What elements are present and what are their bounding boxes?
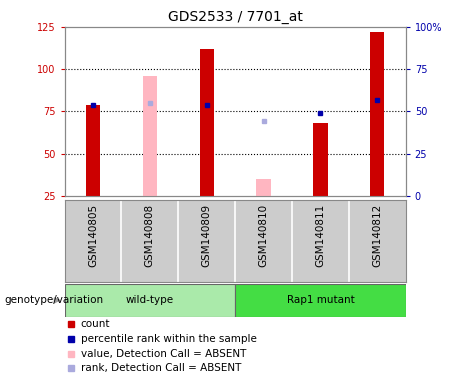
Text: rank, Detection Call = ABSENT: rank, Detection Call = ABSENT (81, 363, 241, 373)
Bar (313, 123, 327, 196)
Bar (200, 49, 214, 196)
Bar (86, 104, 100, 196)
Text: GSM140808: GSM140808 (145, 204, 155, 267)
Text: GSM140805: GSM140805 (88, 204, 98, 267)
Bar (143, 76, 157, 196)
Text: value, Detection Call = ABSENT: value, Detection Call = ABSENT (81, 349, 246, 359)
Bar (370, 32, 384, 196)
Text: GSM140812: GSM140812 (372, 204, 382, 267)
Text: percentile rank within the sample: percentile rank within the sample (81, 334, 257, 344)
Text: Rap1 mutant: Rap1 mutant (287, 295, 354, 306)
Text: GSM140810: GSM140810 (259, 204, 269, 267)
Bar (65, 284, 235, 317)
Text: wild-type: wild-type (126, 295, 174, 306)
Title: GDS2533 / 7701_at: GDS2533 / 7701_at (168, 10, 302, 25)
Text: GSM140811: GSM140811 (315, 204, 325, 267)
Bar (235, 284, 406, 317)
Text: GSM140809: GSM140809 (201, 204, 212, 267)
Text: genotype/variation: genotype/variation (5, 295, 104, 305)
Text: count: count (81, 319, 110, 329)
Bar (256, 179, 271, 196)
